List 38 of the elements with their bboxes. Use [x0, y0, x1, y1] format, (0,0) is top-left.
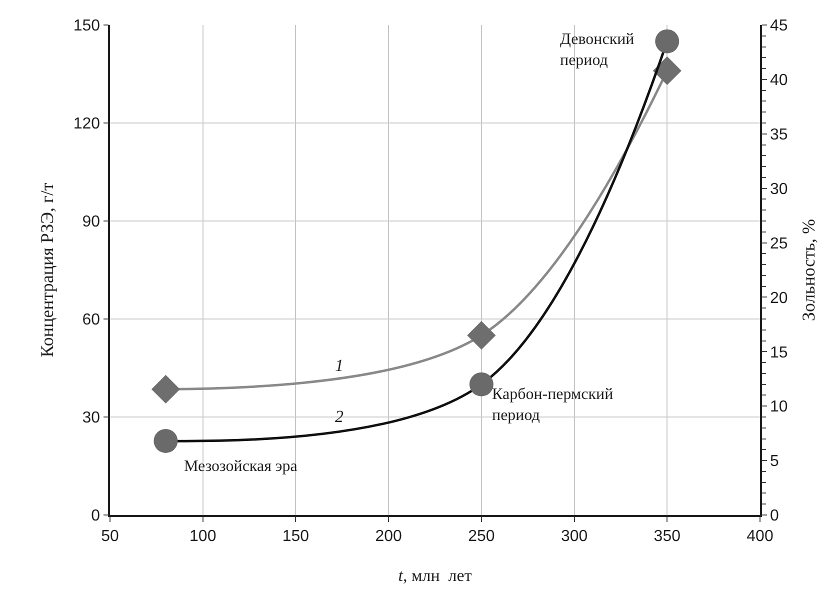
x-tick-label: 250	[468, 528, 495, 545]
y2-tick-label: 45	[770, 18, 788, 35]
y-tick-label: 90	[82, 214, 100, 231]
point	[469, 372, 494, 396]
y2-tick-label: 0	[770, 508, 779, 525]
y2-tick-label: 10	[770, 398, 788, 416]
y-tick-label: 30	[82, 410, 100, 427]
x-tick-label: 200	[375, 528, 402, 545]
y-tick-label: 0	[91, 508, 100, 525]
y2-tick-label: 35	[770, 126, 788, 144]
annotation: Девонский период	[560, 31, 635, 69]
y-axis-title: Концентрация РЗЭ, г/т	[37, 182, 58, 358]
y2-axis-title: Зольность, %	[798, 218, 818, 322]
y-tick-label: 120	[73, 116, 100, 133]
series-label: 1	[335, 356, 344, 375]
point	[655, 29, 680, 54]
y2-tick-label: 40	[770, 72, 788, 90]
point	[467, 321, 496, 350]
y2-tick-label: 5	[770, 453, 779, 470]
point	[151, 374, 180, 404]
series-label: 2	[335, 407, 344, 426]
x-axis-title: t, млн лет	[398, 566, 472, 585]
y2-tick-label: 15	[770, 344, 788, 362]
y-tick-label: 60	[82, 312, 100, 329]
x-tick-label: 400	[746, 528, 774, 545]
annotation: Мезозойская эра	[184, 458, 298, 475]
y2-tick-label: 25	[770, 235, 788, 252]
x-tick-label: 100	[190, 528, 216, 545]
y2-tick-label: 30	[770, 180, 788, 198]
y2-tick-label: 20	[770, 290, 788, 307]
y-tick-label: 150	[73, 18, 100, 35]
x-tick-label: 50	[101, 528, 119, 545]
x-tick-label: 150	[282, 528, 310, 545]
point	[154, 428, 178, 453]
annotation: Карбон-пермский период	[492, 386, 614, 424]
x-tick-label: 350	[654, 528, 681, 545]
point	[652, 56, 682, 86]
x-tick-label: 300	[560, 528, 588, 545]
